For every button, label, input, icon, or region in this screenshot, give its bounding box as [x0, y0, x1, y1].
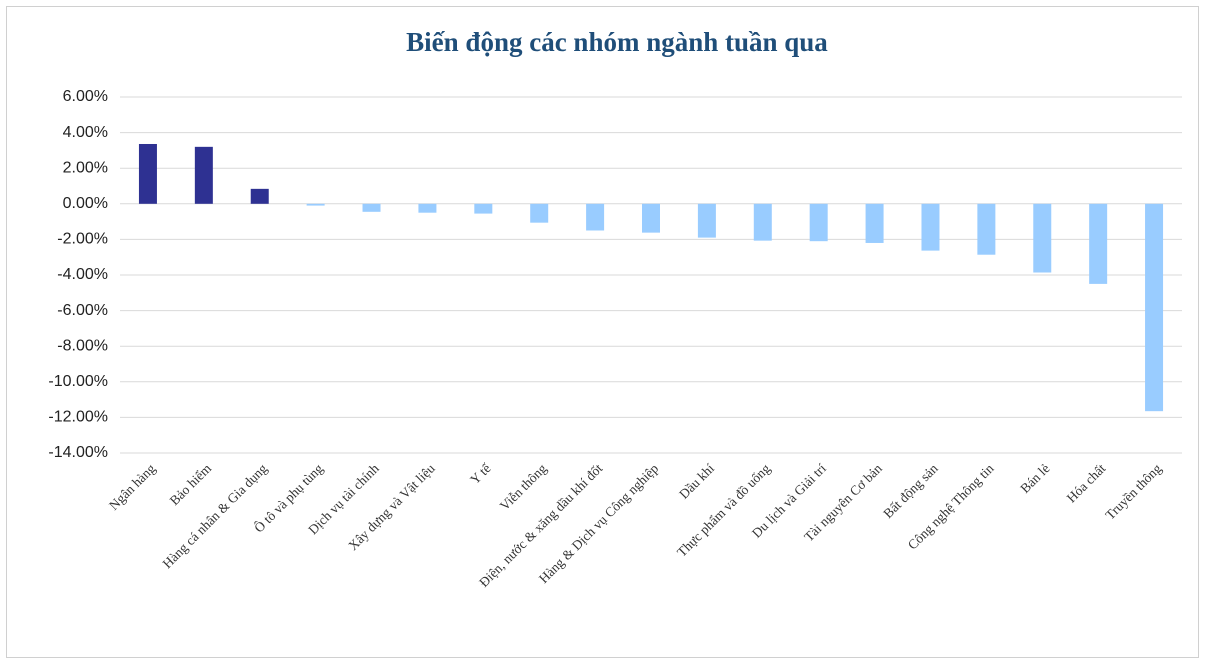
y-tick-label: 4.00% [63, 124, 108, 141]
bar [530, 203, 549, 223]
bar [586, 203, 605, 231]
bar [642, 203, 660, 233]
bar [977, 203, 996, 255]
bar [418, 203, 437, 213]
bar [921, 203, 940, 251]
bar [1033, 203, 1052, 273]
bar [474, 203, 493, 214]
y-tick-label: -6.00% [57, 302, 108, 319]
bar [697, 203, 716, 238]
y-tick-label: -14.00% [48, 444, 108, 461]
y-tick-label: -8.00% [57, 337, 108, 354]
y-tick-label: 6.00% [63, 88, 108, 105]
bar [809, 203, 828, 242]
bar [306, 203, 325, 206]
y-tick-label: -12.00% [48, 409, 108, 426]
bar [753, 203, 772, 241]
bar [1089, 203, 1108, 284]
bar [865, 203, 884, 243]
bar [250, 188, 269, 204]
y-tick-label: -4.00% [57, 266, 108, 283]
bar [1145, 203, 1164, 412]
bar [194, 146, 213, 204]
chart-title: Biến động các nhóm ngành tuần qua [406, 27, 828, 57]
y-tick-label: -2.00% [57, 231, 108, 248]
y-tick-label: 2.00% [63, 159, 108, 176]
bar [362, 203, 381, 212]
y-tick-label: 0.00% [63, 195, 108, 212]
y-tick-label: -10.00% [48, 373, 108, 390]
bar [138, 143, 157, 204]
chart-border [6, 6, 1199, 658]
